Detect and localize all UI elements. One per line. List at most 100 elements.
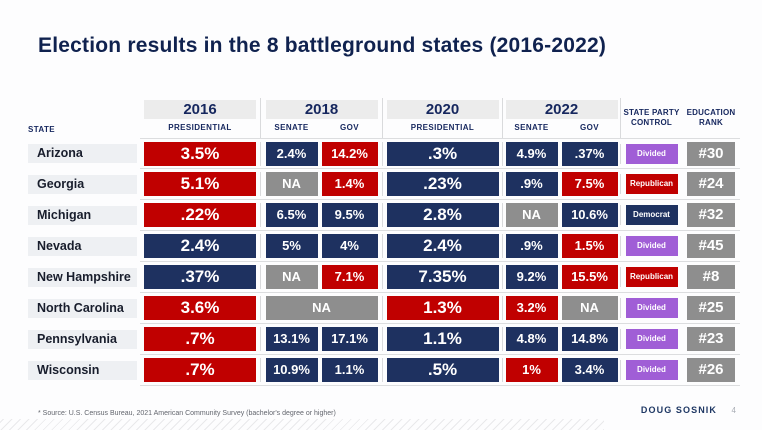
party-control-badge: Republican	[625, 174, 678, 194]
education-rank-badge: #45	[687, 234, 735, 258]
group-education-rank: #45	[682, 234, 740, 258]
group-party-control: Divided	[620, 298, 682, 318]
cell-2022-senate: NA	[505, 203, 558, 227]
group-2022: 9.2% 15.5%	[502, 265, 620, 289]
group-party-control: Republican	[620, 267, 682, 287]
cell-2018-senate-gov: NA	[265, 296, 378, 320]
cell-2018-senate: 2.4%	[265, 141, 318, 166]
table-rows: Arizona 3.5% 2.4% 14.2% .3% 4.9% .37% Divided #3…	[28, 138, 740, 386]
state-cell: Georgia	[28, 169, 140, 200]
group-2022: .9% 1.5%	[502, 234, 620, 258]
cell-2022-senate: 1%	[505, 358, 558, 382]
state-cell: Arizona	[28, 138, 140, 169]
group-party-control: Divided	[620, 329, 682, 349]
sub-header-2018-gov: GOV	[340, 123, 359, 132]
bottom-hatch-decoration	[0, 419, 604, 430]
cell-2022-senate: .9%	[505, 234, 558, 258]
cell-2020-presidential: 7.35%	[386, 265, 499, 289]
sub-header-2016-presidential: PRESIDENTIAL	[168, 123, 232, 132]
state-cell: North Carolina	[28, 293, 140, 324]
cell-2022-senate: 3.2%	[505, 296, 558, 320]
group-2022: 4.8% 14.8%	[502, 327, 620, 351]
group-2020: .23%	[382, 172, 502, 196]
cell-2018-gov: 14.2%	[321, 141, 378, 166]
group-2020: 2.4%	[382, 234, 502, 258]
group-2016: .22%	[140, 203, 260, 227]
group-party-control: Divided	[620, 143, 682, 164]
cell-2022-gov: 1.5%	[561, 234, 618, 258]
group-2016: 3.5%	[140, 141, 260, 166]
cell-2020-presidential: 1.1%	[386, 327, 499, 351]
column-header-2016: 2016 PRESIDENTIAL	[140, 98, 260, 138]
column-header-2022: 2022 SENATE GOV	[502, 98, 620, 138]
party-control-badge: Divided	[625, 298, 678, 318]
cell-2022-senate: 4.9%	[505, 141, 558, 166]
state-name: New Hampshire	[28, 268, 137, 287]
cell-2016-presidential: .37%	[144, 265, 256, 289]
party-control-badge: Republican	[625, 267, 678, 287]
cell-2022-senate: 4.8%	[505, 327, 558, 351]
group-2018: 10.9% 1.1%	[260, 358, 382, 382]
party-control-badge: Divided	[625, 143, 678, 164]
group-2022: 3.2% NA	[502, 296, 620, 320]
group-2018: 13.1% 17.1%	[260, 327, 382, 351]
group-2018: NA	[260, 296, 382, 320]
group-2018: NA 7.1%	[260, 265, 382, 289]
group-education-rank: #25	[682, 296, 740, 320]
cell-2018-gov: 17.1%	[321, 327, 378, 351]
row-values: 2.4% 5% 4% 2.4% .9% 1.5% Divided #45	[140, 231, 740, 262]
group-education-rank: #30	[682, 141, 740, 166]
author-credit: DOUG SOSNIK	[640, 405, 717, 415]
table-row: Arizona 3.5% 2.4% 14.2% .3% 4.9% .37% Divided #3…	[28, 138, 740, 169]
state-cell: Nevada	[28, 231, 140, 262]
source-note: * Source: U.S. Census Bureau, 2021 Ameri…	[38, 410, 336, 417]
group-2016: 3.6%	[140, 296, 260, 320]
education-rank-badge: #25	[687, 296, 735, 320]
table-row: Michigan .22% 6.5% 9.5% 2.8% NA 10.6% Democrat #…	[28, 200, 740, 231]
cell-2016-presidential: 2.4%	[144, 234, 256, 258]
cell-2018-gov: 1.1%	[321, 358, 378, 382]
cell-2018-senate: NA	[265, 265, 318, 289]
state-name: Michigan	[28, 206, 137, 225]
table-row: North Carolina 3.6% NA 1.3% 3.2% NA Divided #25	[28, 293, 740, 324]
group-2022: 4.9% .37%	[502, 141, 620, 166]
row-values: .7% 10.9% 1.1% .5% 1% 3.4% Divided #26	[140, 355, 740, 386]
group-2020: 1.3%	[382, 296, 502, 320]
cell-2020-presidential: .5%	[386, 358, 499, 382]
cell-2018-gov: 7.1%	[321, 265, 378, 289]
column-header-education-rank: EDUCATION RANK	[682, 98, 740, 138]
group-2016: 2.4%	[140, 234, 260, 258]
group-party-control: Divided	[620, 236, 682, 256]
year-label-2020: 2020	[386, 100, 499, 119]
row-values: 3.5% 2.4% 14.2% .3% 4.9% .37% Divided #30	[140, 138, 740, 169]
group-party-control: Republican	[620, 174, 682, 194]
education-rank-badge: #32	[687, 203, 735, 227]
cell-2016-presidential: .7%	[144, 327, 256, 351]
education-rank-header-label: EDUCATION RANK	[686, 107, 736, 127]
cell-2022-gov: 3.4%	[561, 358, 618, 382]
column-header-2020: 2020 PRESIDENTIAL	[382, 98, 502, 138]
cell-2020-presidential: 2.8%	[386, 203, 499, 227]
group-2016: .7%	[140, 327, 260, 351]
cell-2020-presidential: 1.3%	[386, 296, 499, 320]
cell-2022-gov: 15.5%	[561, 265, 618, 289]
sub-header-2018-senate: SENATE	[274, 123, 309, 132]
cell-2018-senate: 10.9%	[265, 358, 318, 382]
cell-2022-gov: .37%	[561, 141, 618, 166]
group-2018: 5% 4%	[260, 234, 382, 258]
cell-2016-presidential: .22%	[144, 203, 256, 227]
state-name: Georgia	[28, 175, 137, 194]
year-label-2016: 2016	[144, 100, 256, 119]
group-2016: .37%	[140, 265, 260, 289]
education-rank-badge: #26	[687, 358, 735, 382]
cell-2022-gov: 7.5%	[561, 172, 618, 196]
table-row: Pennsylvania .7% 13.1% 17.1% 1.1% 4.8% 14.8% Di…	[28, 324, 740, 355]
cell-2022-gov: NA	[561, 296, 618, 320]
cell-2016-presidential: 3.5%	[144, 141, 256, 166]
cell-2020-presidential: .3%	[386, 141, 499, 166]
state-cell: Michigan	[28, 200, 140, 231]
group-2016: .7%	[140, 358, 260, 382]
state-name: Nevada	[28, 237, 137, 256]
group-2022: .9% 7.5%	[502, 172, 620, 196]
row-values: .7% 13.1% 17.1% 1.1% 4.8% 14.8% Divided #23	[140, 324, 740, 355]
